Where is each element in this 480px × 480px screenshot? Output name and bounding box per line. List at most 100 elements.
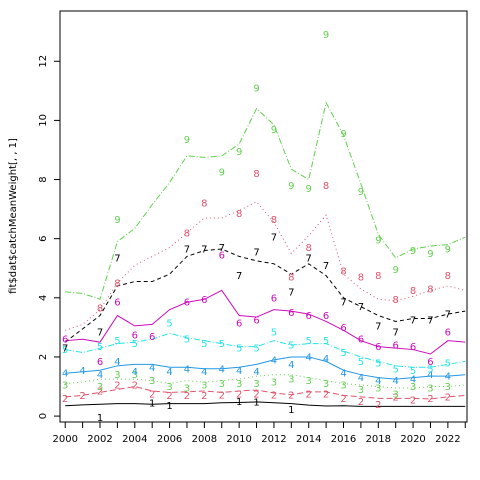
observation-point-series-5: 5: [184, 335, 190, 346]
observation-point-series-5: 5: [323, 336, 329, 347]
observation-point-series-2: 2: [271, 390, 277, 401]
x-axis: 2000 2002 2004 2006 2008 2010 2012 2014 2016 2018…: [52, 422, 466, 445]
observation-point-series-8: 8: [184, 228, 190, 239]
observation-point-series-8: 8: [393, 295, 399, 306]
observation-point-series-5: 5: [114, 336, 120, 347]
x-tick-label: 2012: [261, 434, 286, 445]
observation-point-series-4: 4: [410, 375, 416, 386]
observation-point-series-7: 7: [410, 315, 416, 326]
observation-point-series-4: 4: [358, 373, 364, 384]
observation-point-series-1: 1: [236, 397, 242, 408]
observation-point-series-7: 7: [427, 315, 433, 326]
observation-point-series-9: 9: [184, 135, 190, 146]
plot-frame: [59, 10, 468, 423]
y-tick-label: 6: [38, 235, 49, 241]
x-tick-label: 2020: [400, 434, 425, 445]
observation-point-series-6: 6: [393, 341, 399, 352]
fit-line-series-8: [65, 201, 466, 331]
observation-point-series-7: 7: [219, 243, 225, 254]
observation-point-series-4: 4: [79, 366, 85, 377]
observation-point-series-5: 5: [340, 348, 346, 359]
x-tick-label: 2006: [157, 434, 182, 445]
observation-point-series-3: 3: [340, 381, 346, 392]
observation-point-series-5: 5: [201, 339, 207, 350]
observation-point-series-3: 3: [306, 376, 312, 387]
y-tick-label: 0: [38, 413, 49, 419]
y-axis: 0 2 4 6 8 10 12: [38, 55, 60, 419]
observation-point-series-5: 5: [306, 336, 312, 347]
observation-point-series-8: 8: [375, 271, 381, 282]
observation-point-series-9: 9: [427, 249, 433, 260]
observation-point-series-2: 2: [306, 389, 312, 400]
observation-point-series-5: 5: [166, 318, 172, 329]
observation-point-series-5: 5: [219, 339, 225, 350]
observation-point-series-6: 6: [410, 342, 416, 353]
observation-point-series-3: 3: [427, 383, 433, 394]
observation-point-series-8: 8: [253, 169, 259, 180]
observation-point-series-9: 9: [236, 147, 242, 158]
observation-point-series-9: 9: [306, 184, 312, 195]
observation-point-series-6: 6: [184, 298, 190, 309]
observation-point-series-4: 4: [114, 357, 120, 368]
observation-point-series-4: 4: [323, 354, 329, 365]
observation-point-series-3: 3: [132, 370, 138, 381]
observation-point-series-4: 4: [236, 366, 242, 377]
observation-point-series-7: 7: [271, 233, 277, 244]
observation-point-series-2: 2: [62, 394, 68, 405]
observation-point-series-2: 2: [445, 392, 451, 403]
observation-point-series-7: 7: [393, 327, 399, 338]
x-tick-label: 2018: [366, 434, 391, 445]
observation-point-series-7: 7: [288, 287, 294, 298]
fit-lines: [64, 101, 466, 407]
observation-point-series-7: 7: [375, 321, 381, 332]
observation-point-series-6: 6: [340, 323, 346, 334]
observation-point-series-3: 3: [358, 385, 364, 396]
x-tick-label: 2008: [192, 434, 217, 445]
observation-point-series-7: 7: [306, 253, 312, 264]
observation-point-series-2: 2: [340, 394, 346, 405]
observation-point-series-6: 6: [201, 295, 207, 306]
observation-point-series-4: 4: [375, 376, 381, 387]
observation-point-series-5: 5: [393, 364, 399, 375]
observation-point-series-5: 5: [97, 342, 103, 353]
observation-point-series-6: 6: [306, 311, 312, 322]
observation-point-series-4: 4: [306, 352, 312, 363]
observation-point-series-7: 7: [236, 271, 242, 282]
observation-point-series-5: 5: [288, 341, 294, 352]
observation-point-series-3: 3: [184, 383, 190, 394]
observation-point-series-3: 3: [114, 370, 120, 381]
y-tick-label: 8: [38, 176, 49, 182]
observation-point-series-4: 4: [184, 364, 190, 375]
y-tick-label: 12: [38, 55, 49, 68]
y-tick-label: 2: [38, 354, 49, 360]
observation-labels: 11 1 1 112 2 22 22 2 2 2 2 2 2 2 2 2 2 2 2 22 2 2 23 33 333 3 3 3 3 3…: [62, 30, 451, 424]
observation-point-series-2: 2: [323, 389, 329, 400]
y-axis-label: fit$dat$catchMeanWeight[, , 1]: [8, 138, 19, 294]
observation-point-series-5: 5: [358, 357, 364, 368]
observation-point-series-6: 6: [219, 250, 225, 261]
observation-point-series-6: 6: [253, 315, 259, 326]
observation-point-series-9: 9: [410, 246, 416, 257]
observation-point-series-2: 2: [97, 386, 103, 397]
observation-point-series-2: 2: [375, 400, 381, 411]
observation-point-series-8: 8: [236, 209, 242, 220]
observation-point-series-4: 4: [271, 355, 277, 366]
observation-point-series-7: 7: [201, 245, 207, 256]
observation-point-series-4: 4: [340, 369, 346, 380]
observation-point-series-1: 1: [166, 401, 172, 412]
x-tick-label: 2010: [226, 434, 251, 445]
observation-point-series-4: 4: [97, 370, 103, 381]
observation-point-series-2: 2: [166, 391, 172, 402]
fit-line-series-1: [65, 401, 466, 407]
observation-point-series-3: 3: [62, 381, 68, 392]
observation-point-series-8: 8: [445, 271, 451, 282]
observation-point-series-9: 9: [114, 215, 120, 226]
observation-point-series-9: 9: [253, 83, 259, 94]
observation-point-series-3: 3: [375, 383, 381, 394]
observation-point-series-3: 3: [253, 379, 259, 390]
observation-point-series-6: 6: [62, 335, 68, 346]
observation-point-series-7: 7: [253, 247, 259, 258]
observation-point-series-3: 3: [393, 389, 399, 400]
observation-point-series-8: 8: [288, 273, 294, 284]
